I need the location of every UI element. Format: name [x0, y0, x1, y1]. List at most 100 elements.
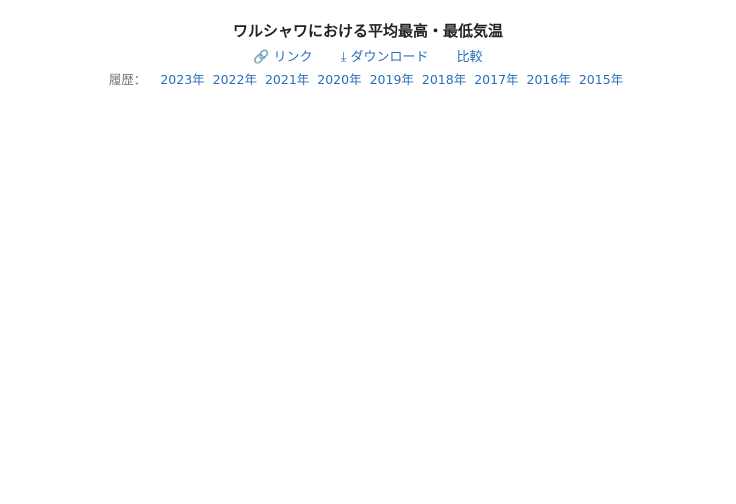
y-tick-label-left: 25°C	[42, 207, 74, 222]
history-year-link[interactable]: 2022年	[212, 72, 257, 87]
now-label: 現在	[511, 460, 537, 475]
y-tick-label-right: -15°C	[703, 432, 736, 447]
y-tick-label-left: 5°C	[50, 319, 74, 334]
annotation-date: 9月8日	[483, 211, 526, 226]
month-label: 5月	[299, 487, 320, 502]
season-band	[80, 90, 196, 484]
y-tick-label-right: -5°C	[703, 376, 732, 391]
download-icon: ⤓	[340, 50, 347, 65]
annotation-date: 3月10日	[170, 290, 221, 305]
y-tick-label-left: 40°C	[42, 122, 74, 137]
link-icon: 🔗	[253, 50, 270, 65]
high-marker	[624, 322, 630, 328]
annotation-date: 5月20日	[291, 211, 342, 226]
y-tick-label-left: 30°C	[42, 178, 74, 193]
annotation-low-value: 10°C	[488, 303, 520, 318]
download-button[interactable]: ⤓ ダウンロード	[340, 50, 429, 65]
y-tick-label-left: 0°C	[50, 347, 74, 362]
high-marker	[501, 243, 507, 249]
annotation-high-value: 19°C	[300, 228, 332, 243]
month-label: 8月	[456, 487, 477, 502]
history-year-link[interactable]: 2016年	[526, 72, 571, 87]
history-bar: 履歴： 2023年 2022年 2021年 2020年 2019年 2018年 2017年 2…	[0, 69, 736, 88]
annotation-high-value: 24°C	[412, 200, 444, 215]
low-marker	[501, 294, 507, 300]
annotation-low-value: 14°C	[412, 280, 444, 295]
y-tick-label-left: 20°C	[42, 235, 74, 250]
high-marker	[192, 322, 198, 328]
annotation-high-value: 5°C	[615, 307, 639, 322]
annotation-high-value: 0°C	[95, 335, 119, 350]
high-perceived-line	[79, 217, 699, 374]
low-marker	[313, 300, 319, 306]
month-label: 9月	[507, 487, 528, 502]
season-label: 暖かく	[391, 99, 430, 114]
high-marker	[313, 243, 319, 249]
low-band-25-75	[80, 263, 698, 396]
compare-button[interactable]: 比較	[456, 50, 483, 65]
month-label: 3月	[196, 487, 217, 502]
y-tick-label-left: 35°C	[42, 150, 74, 165]
y-tick-label-right: 20°C	[703, 235, 735, 250]
low-line	[79, 273, 699, 382]
annotation-high-value: 19°C	[488, 228, 520, 243]
history-year-link[interactable]: 2020年	[317, 72, 362, 87]
low-marker	[624, 350, 630, 356]
y-tick-label-left: 10°C	[42, 291, 74, 306]
annotation-low-value: -2°C	[181, 371, 210, 386]
history-year-link[interactable]: 2023年	[160, 72, 205, 87]
month-label: 4月	[248, 487, 269, 502]
y-tick-label-right: 30°C	[703, 178, 735, 193]
link-button[interactable]: 🔗 リンク	[253, 50, 313, 65]
y-tick-label-right: -10°C	[703, 404, 736, 419]
y-tick-label-right: 40°C	[703, 122, 735, 137]
high-marker	[425, 215, 431, 221]
y-tick-label-left: -5°C	[45, 376, 74, 391]
annotation-low-value: 0°C	[615, 359, 639, 374]
high-line	[79, 217, 699, 353]
month-label: 12月	[659, 487, 689, 502]
low-band-10-90	[80, 252, 698, 427]
month-label: 11月	[607, 487, 637, 502]
annotation-low-value: -5°C	[93, 388, 122, 403]
annotation-date: 1月17日	[82, 318, 133, 333]
low-marker	[104, 379, 110, 384]
history-year-link[interactable]: 2021年	[264, 72, 310, 87]
history-year-link[interactable]: 2017年	[474, 72, 519, 87]
season-band	[626, 90, 698, 484]
annotation-date: 11月19日	[597, 290, 656, 305]
high-band-25-75	[80, 204, 698, 368]
y-tick-label-right: -20°C	[703, 460, 736, 475]
y-tick-label-right: 25°C	[703, 207, 735, 222]
month-label: 7月	[403, 487, 424, 502]
season-label: 寒く	[649, 98, 675, 114]
season-band	[315, 90, 505, 484]
y-tick-label-right: 0°C	[703, 347, 727, 362]
history-year-link[interactable]: 2015年	[578, 72, 624, 87]
history-year-link[interactable]: 2019年	[369, 72, 414, 87]
annotation-date: 7月25日	[403, 183, 454, 198]
history-label: 履歴：	[108, 72, 147, 87]
y-tick-label-right: 15°C	[703, 263, 735, 278]
chart-actions: 🔗 リンク ⤓ ダウンロード 比較	[0, 46, 736, 65]
history-year-link[interactable]: 2018年	[421, 72, 467, 87]
low-marker	[425, 271, 431, 277]
month-label: 1月	[96, 487, 117, 502]
low-marker	[192, 362, 198, 368]
y-tick-label-left: -10°C	[37, 404, 74, 419]
y-tick-label-left: 15°C	[42, 263, 74, 278]
high-marker	[104, 350, 110, 356]
low-perceived-line	[79, 276, 699, 411]
y-tick-label-right: 5°C	[703, 319, 727, 334]
y-tick-label-right: 35°C	[703, 150, 735, 165]
y-tick-label-left: -20°C	[37, 460, 74, 475]
chart-title: ワルシャワにおける平均最高・最低気温	[232, 22, 503, 40]
high-band-10-90	[80, 190, 698, 390]
season-label: 寒く	[125, 98, 151, 114]
annotation-high-value: 5°C	[184, 307, 208, 322]
month-label: 2月	[146, 487, 167, 502]
month-label: 10月	[555, 487, 585, 502]
y-tick-label-left: -15°C	[37, 432, 74, 447]
y-tick-label-right: 10°C	[703, 291, 735, 306]
month-label: 6月	[351, 487, 372, 502]
